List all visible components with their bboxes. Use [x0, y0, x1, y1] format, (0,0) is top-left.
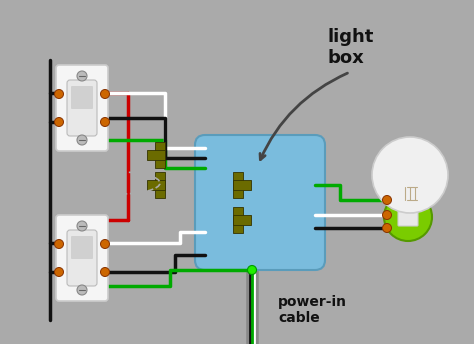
FancyBboxPatch shape	[195, 135, 325, 270]
Circle shape	[77, 71, 87, 81]
FancyBboxPatch shape	[67, 230, 97, 286]
Circle shape	[77, 221, 87, 231]
Circle shape	[55, 118, 64, 127]
FancyBboxPatch shape	[56, 65, 108, 151]
FancyBboxPatch shape	[71, 86, 93, 109]
Circle shape	[100, 239, 109, 248]
Circle shape	[55, 239, 64, 248]
Bar	[147, 150, 165, 160]
Circle shape	[247, 266, 256, 275]
Bar	[233, 207, 243, 233]
Circle shape	[77, 285, 87, 295]
Circle shape	[383, 195, 392, 204]
FancyBboxPatch shape	[67, 80, 97, 136]
Bar	[233, 180, 251, 190]
Circle shape	[55, 268, 64, 277]
Circle shape	[383, 211, 392, 219]
Bar	[233, 172, 243, 198]
Bar	[147, 180, 165, 190]
Bar	[155, 172, 165, 198]
Text: light
box: light box	[328, 28, 374, 67]
Circle shape	[100, 268, 109, 277]
Circle shape	[384, 193, 432, 241]
Bar	[155, 142, 165, 168]
Bar	[233, 215, 251, 225]
FancyBboxPatch shape	[398, 199, 418, 226]
FancyBboxPatch shape	[71, 236, 93, 259]
Circle shape	[100, 118, 109, 127]
Circle shape	[55, 89, 64, 98]
Circle shape	[372, 137, 448, 213]
Text: power-in
cable: power-in cable	[278, 295, 347, 325]
Circle shape	[383, 224, 392, 233]
FancyBboxPatch shape	[56, 215, 108, 301]
Circle shape	[100, 89, 109, 98]
Circle shape	[77, 135, 87, 145]
